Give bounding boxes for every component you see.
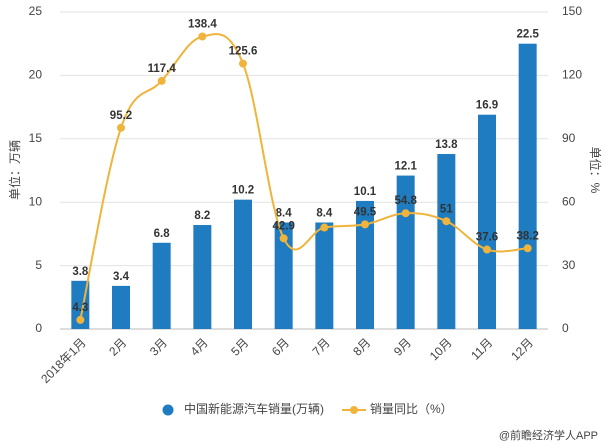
x-tick-label: 7月 xyxy=(310,335,333,358)
bar xyxy=(356,200,374,329)
y-tick-label: 5 xyxy=(35,258,42,272)
y2-tick-label: 90 xyxy=(562,131,576,145)
bar-value-label: 8.2 xyxy=(194,210,210,222)
y2-tick-label: 150 xyxy=(562,4,582,18)
line-marker xyxy=(483,245,491,254)
line-value-label: 38.2 xyxy=(516,230,538,242)
bar xyxy=(234,199,252,329)
y2-tick-label: 30 xyxy=(562,258,576,272)
y-axis-label: 单位：万辆 xyxy=(7,140,22,200)
x-tick-label: 4月 xyxy=(188,335,211,358)
bar xyxy=(193,225,212,329)
x-tick-label: 12月 xyxy=(508,335,536,363)
bar-value-label: 12.1 xyxy=(394,161,417,173)
bar-value-label: 13.8 xyxy=(435,139,458,151)
bar-value-label: 8.4 xyxy=(276,208,293,220)
bar xyxy=(437,154,456,329)
legend-swatch xyxy=(350,406,358,414)
bar xyxy=(152,242,171,329)
line xyxy=(79,33,528,321)
legend-label: 销量同比（%） xyxy=(370,402,453,416)
line-value-label: 95.2 xyxy=(110,110,132,122)
line-value-label: 42.9 xyxy=(272,220,294,232)
y-tick-label: 25 xyxy=(29,4,43,18)
line-value-label: 54.8 xyxy=(394,195,417,207)
line-marker xyxy=(239,59,247,68)
y-tick-label: 15 xyxy=(29,131,43,145)
bar-value-label: 16.9 xyxy=(476,100,498,112)
x-tick-label: 3月 xyxy=(147,335,170,358)
y2-axis-label: 单位：% xyxy=(588,147,603,194)
x-tick-label: 2月 xyxy=(106,335,129,358)
line-value-label: 49.5 xyxy=(354,206,377,218)
line-value-label: 4.3 xyxy=(72,302,88,314)
line-marker xyxy=(279,234,288,243)
footer: @前瞻经济学人APP xyxy=(499,428,598,442)
y2-tick-label: 0 xyxy=(562,321,569,335)
bar xyxy=(315,222,334,329)
x-tick-label: 11月 xyxy=(468,335,495,362)
line-value-label: 125.6 xyxy=(229,46,258,58)
line-marker xyxy=(198,32,207,41)
line-marker xyxy=(361,220,369,229)
y-tick-label: 20 xyxy=(29,68,43,82)
x-tick-label: 8月 xyxy=(350,335,373,358)
line-marker xyxy=(76,315,85,324)
line-marker xyxy=(523,244,532,253)
x-tick-label: 6月 xyxy=(269,335,292,358)
bar-value-label: 8.4 xyxy=(316,208,333,220)
legend-label: 中国新能源汽车销量(万辆) xyxy=(184,401,324,416)
line-marker xyxy=(401,209,410,218)
line-marker xyxy=(442,217,451,226)
line-marker xyxy=(320,223,329,232)
bar-value-label: 6.8 xyxy=(154,228,171,240)
x-tick-label: 10月 xyxy=(427,335,455,363)
bar-value-label: 3.8 xyxy=(72,266,89,278)
line-marker xyxy=(117,123,125,132)
line-value-label: 138.4 xyxy=(188,19,217,31)
bar xyxy=(478,114,496,329)
legend-swatch xyxy=(162,404,174,416)
line-value-label: 51 xyxy=(440,203,453,215)
line-value-label: 37.6 xyxy=(476,232,498,244)
y2-tick-label: 60 xyxy=(562,194,576,208)
bar xyxy=(518,43,537,329)
bar xyxy=(112,285,130,329)
bar-value-label: 3.4 xyxy=(113,271,130,283)
x-tick-label: 9月 xyxy=(391,335,414,358)
x-tick-label: 2018年1月 xyxy=(38,335,88,385)
y-tick-label: 0 xyxy=(35,321,42,335)
bar-value-label: 10.2 xyxy=(232,185,254,197)
bar-value-label: 10.1 xyxy=(354,186,377,198)
y-tick-label: 10 xyxy=(29,194,43,208)
x-tick-label: 5月 xyxy=(228,335,251,358)
bar-value-label: 22.5 xyxy=(516,29,539,41)
line-marker xyxy=(157,76,166,85)
line-value-label: 117.4 xyxy=(148,63,177,75)
y2-tick-label: 120 xyxy=(562,68,582,82)
bar xyxy=(274,222,293,329)
